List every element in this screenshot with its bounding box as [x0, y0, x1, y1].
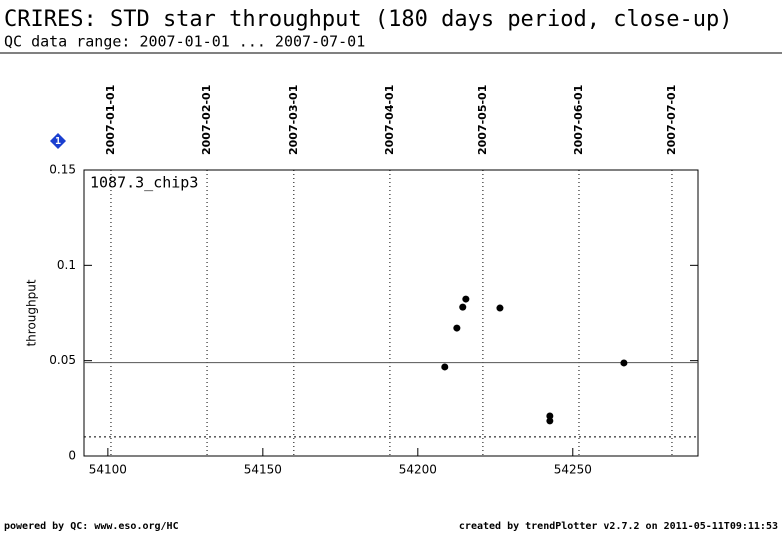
y-tick-label: 0.1: [57, 258, 76, 272]
panel-label: 1087.3_chip3: [90, 174, 198, 192]
plot-frame: [83, 169, 699, 457]
badge-text: 1: [55, 136, 61, 147]
data-point: [546, 417, 554, 425]
x-tick-label: 54250: [554, 463, 592, 477]
date-tick-label: 2007-05-01: [476, 85, 489, 155]
date-tick-label: 2007-03-01: [287, 85, 300, 155]
data-point: [462, 295, 470, 303]
x-tick-label: 54100: [89, 463, 127, 477]
y-tick-label: 0.05: [49, 353, 76, 367]
date-tick-label: 2007-07-01: [665, 85, 678, 155]
chart-title: CRIRES: STD star throughput (180 days pe…: [4, 7, 732, 32]
date-tick-label: 2007-06-01: [572, 85, 585, 155]
y-tick-label: 0: [68, 449, 76, 463]
badge-icon: [50, 133, 66, 149]
footer-left: powered by QC: www.eso.org/HC: [4, 521, 179, 532]
data-point: [546, 412, 554, 420]
data-point: [441, 363, 449, 371]
footer-right: created by trendPlotter v2.7.2 on 2011-0…: [459, 521, 778, 532]
data-point: [453, 324, 461, 332]
data-point: [496, 304, 504, 312]
chart-subtitle: QC data range: 2007-01-01 ... 2007-07-01: [4, 33, 365, 51]
date-tick-label: 2007-04-01: [383, 85, 396, 155]
data-point: [620, 359, 628, 367]
x-tick-label: 54150: [244, 463, 282, 477]
y-axis-label: throughput: [25, 279, 39, 346]
y-tick-label: 0.15: [49, 163, 76, 177]
data-point: [459, 303, 467, 311]
date-tick-label: 2007-02-01: [200, 85, 213, 155]
date-tick-label: 2007-01-01: [104, 85, 117, 155]
x-tick-label: 54200: [399, 463, 437, 477]
